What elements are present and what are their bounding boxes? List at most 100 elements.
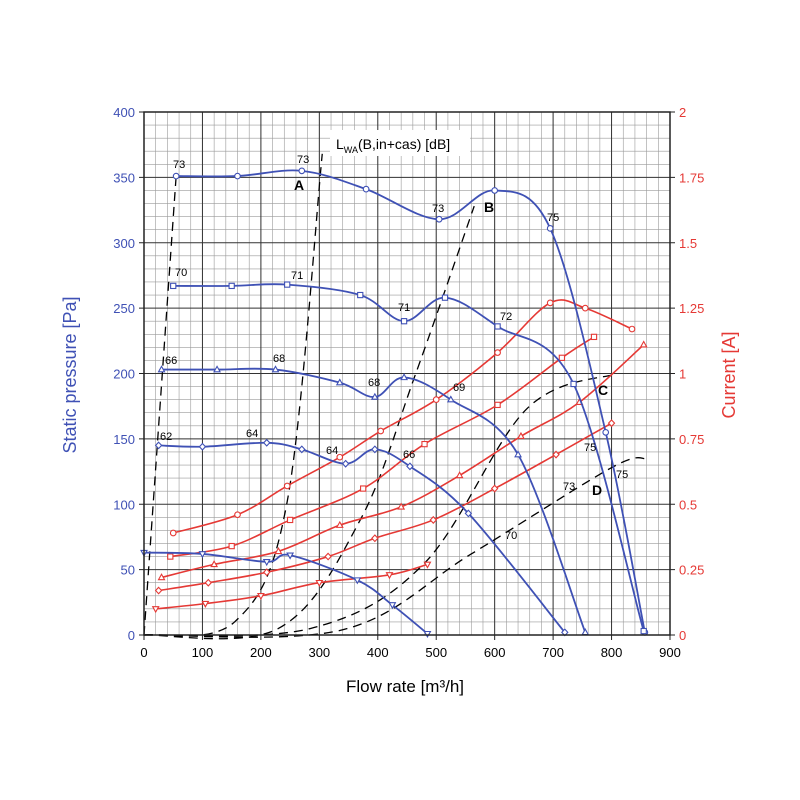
y2-tick-label: 0.5 xyxy=(679,497,697,512)
y-axis-label: Static pressure [Pa] xyxy=(60,296,80,453)
noise-level-label: 73 xyxy=(297,154,309,166)
pressure-point xyxy=(423,630,432,639)
pressure-point xyxy=(388,602,397,610)
current-point xyxy=(336,453,344,461)
pressure-point xyxy=(353,577,362,585)
pressure-point xyxy=(640,627,647,635)
current-point xyxy=(371,534,379,543)
pressure-point xyxy=(286,552,295,560)
pressure-point xyxy=(370,392,379,400)
y-tick-label: 400 xyxy=(113,105,135,120)
y2-axis-label: Current [A] xyxy=(719,331,739,418)
current-point xyxy=(455,471,464,479)
pressure-point xyxy=(371,445,379,454)
current-point xyxy=(607,419,616,428)
noise-level-label: 73 xyxy=(173,159,185,171)
pressure-point xyxy=(172,172,180,180)
pressure-point xyxy=(581,628,590,636)
system-curve-line xyxy=(143,457,647,638)
pressure-point xyxy=(341,459,350,468)
current-point xyxy=(256,593,265,601)
noise-level-label: 69 xyxy=(453,382,465,394)
noise-level-labels: 73 73 73 75 70 71 71 72 66 68 68 69 62 64 64 66 75 75 73 70… xyxy=(160,154,628,542)
current-curves xyxy=(151,299,648,614)
noise-level-label: 68 xyxy=(273,353,285,365)
noise-level-label: 75 xyxy=(547,212,559,224)
y-tick-label: 350 xyxy=(113,170,135,185)
current-point xyxy=(324,552,332,561)
pressure-point xyxy=(213,365,221,373)
current-point xyxy=(552,450,560,459)
current-line xyxy=(173,299,633,534)
pressure-point xyxy=(514,450,522,458)
system-curve-line xyxy=(143,153,323,637)
system-curve-line xyxy=(143,176,177,636)
pressure-point xyxy=(298,445,306,454)
current-point xyxy=(397,502,406,510)
current-point xyxy=(494,349,501,356)
x-tick-label: 900 xyxy=(659,645,681,660)
title-box xyxy=(330,130,470,156)
y2-tick-label: 0.75 xyxy=(679,432,704,447)
pressure-point xyxy=(494,323,501,330)
pressure-point xyxy=(441,294,449,301)
system-curve-line xyxy=(143,205,475,640)
current-point xyxy=(335,520,344,528)
y-tick-label: 150 xyxy=(113,432,135,447)
pressure-point xyxy=(228,282,235,290)
pressure-point xyxy=(262,559,271,567)
current-point xyxy=(429,515,438,524)
pressure-point xyxy=(362,185,370,193)
current-point xyxy=(283,482,291,490)
pressure-point xyxy=(446,395,455,403)
noise-level-label: 70 xyxy=(175,267,187,279)
x-tick-label: 600 xyxy=(484,645,506,660)
noise-level-label: 73 xyxy=(432,203,444,215)
noise-level-label: 71 xyxy=(291,270,303,282)
current-line xyxy=(155,563,428,610)
chart-title: LWA(B,in+cas) [dB] xyxy=(336,136,450,155)
current-line xyxy=(170,336,595,558)
x-axis-ticks: 0 100 200 300 400 500 600 700 800 900 xyxy=(140,635,681,660)
noise-level-label: 73 xyxy=(563,481,575,493)
noise-level-label: 66 xyxy=(403,449,415,461)
y2-tick-label: 1 xyxy=(679,367,686,382)
pressure-curves xyxy=(140,167,649,639)
curve-letter-label: D xyxy=(592,482,602,498)
current-point xyxy=(204,578,213,587)
noise-level-label: 70 xyxy=(505,530,517,542)
pressure-point xyxy=(400,373,409,381)
current-point xyxy=(262,568,271,577)
pressure-point xyxy=(262,438,271,447)
pressure-line xyxy=(176,169,646,633)
noise-level-label: 72 xyxy=(500,311,512,323)
current-point xyxy=(581,304,589,312)
pressure-point xyxy=(271,365,280,373)
pressure-point xyxy=(335,378,344,386)
current-point xyxy=(286,516,294,524)
x-tick-label: 400 xyxy=(367,645,389,660)
y2-tick-label: 0.25 xyxy=(679,563,704,578)
y2-tick-label: 1.5 xyxy=(679,236,697,251)
current-line xyxy=(158,422,612,592)
current-point xyxy=(151,606,160,614)
noise-level-label: 66 xyxy=(165,355,177,367)
pressure-line xyxy=(161,367,587,633)
pressure-line xyxy=(173,283,645,632)
current-point xyxy=(167,553,174,560)
current-point xyxy=(157,573,166,581)
current-point xyxy=(423,561,432,569)
curve-letter-label: B xyxy=(484,199,494,215)
y2-tick-label: 1.75 xyxy=(679,170,704,185)
system-curves xyxy=(143,153,647,640)
x-tick-label: 800 xyxy=(601,645,623,660)
current-point xyxy=(639,340,648,348)
current-point xyxy=(201,600,210,608)
x-tick-label: 300 xyxy=(308,645,330,660)
current-point xyxy=(432,396,440,404)
current-point xyxy=(590,333,598,341)
x-tick-label: 700 xyxy=(542,645,564,660)
current-point xyxy=(377,427,385,435)
pressure-point xyxy=(406,462,414,471)
